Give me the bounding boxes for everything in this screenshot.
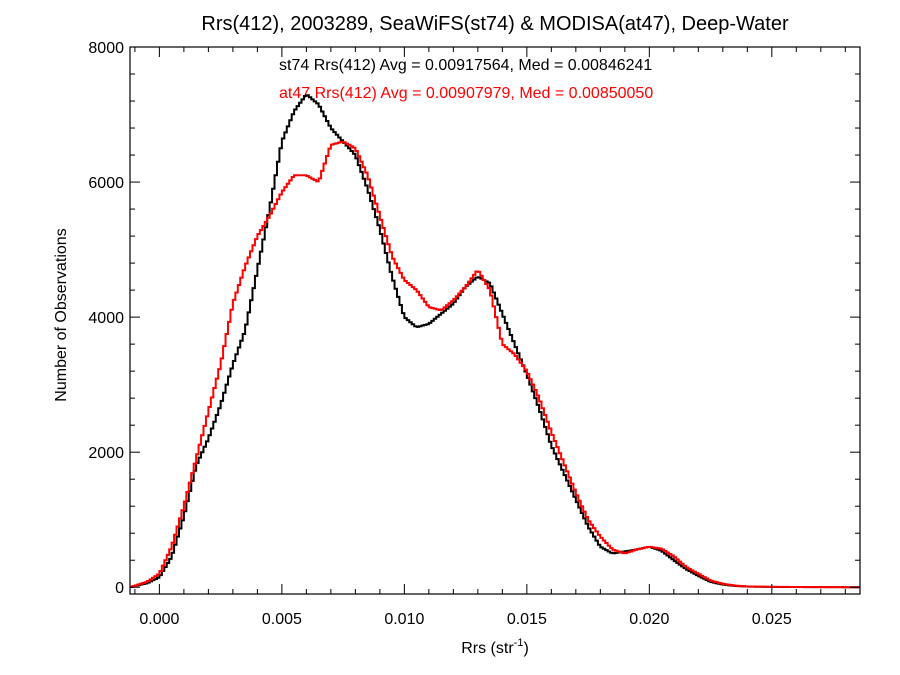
series-line-st74 bbox=[130, 94, 860, 589]
legend-entry-st74: st74 Rrs(412) Avg = 0.00917564, Med = 0.… bbox=[279, 57, 652, 74]
series-line-at47 bbox=[130, 140, 860, 589]
x-tick-label: 0.015 bbox=[507, 611, 547, 628]
y-axis-label: Number of Observations bbox=[53, 228, 70, 401]
plot-frame bbox=[129, 46, 861, 595]
y-tick-label: 2000 bbox=[88, 445, 124, 462]
x-tick-label: 0.000 bbox=[139, 611, 179, 628]
series-layer bbox=[130, 94, 860, 589]
legend-entry-at47: at47 Rrs(412) Avg = 0.00907979, Med = 0.… bbox=[279, 85, 653, 102]
x-tick-label: 0.010 bbox=[384, 611, 424, 628]
y-tick-label: 0 bbox=[115, 580, 124, 597]
y-tick-label: 6000 bbox=[88, 175, 124, 192]
chart-title: Rrs(412), 2003289, SeaWiFS(st74) & MODIS… bbox=[201, 13, 789, 35]
x-axis-label-close: ) bbox=[523, 640, 528, 657]
y-tick-label: 4000 bbox=[88, 310, 124, 327]
x-tick-label: 0.020 bbox=[629, 611, 669, 628]
x-tick-label: 0.005 bbox=[262, 611, 302, 628]
x-tick-label: 0.025 bbox=[752, 611, 792, 628]
ticks-layer: 0.000 0.005 0.010 0.015 0.020 0.025 0 2000 4000 6… bbox=[88, 40, 860, 628]
y-tick-label: 8000 bbox=[88, 40, 124, 57]
x-axis-label-superscript: -1 bbox=[514, 637, 524, 649]
x-axis-label: Rrs (str-1) bbox=[461, 637, 529, 657]
x-axis-label-text: Rrs (str bbox=[461, 640, 514, 657]
